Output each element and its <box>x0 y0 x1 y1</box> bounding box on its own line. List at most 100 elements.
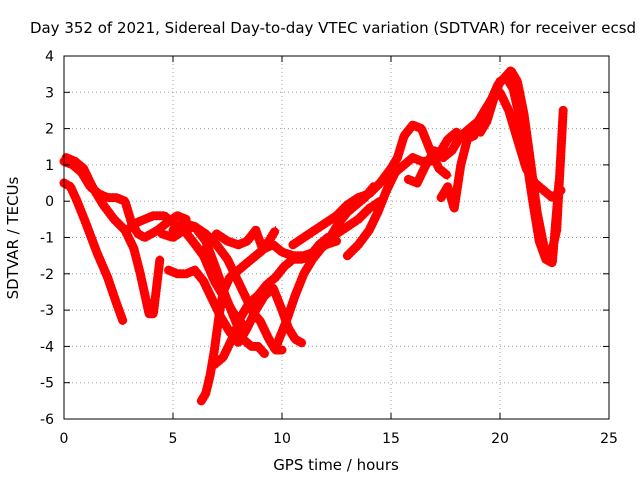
data-point <box>121 197 129 206</box>
data-point <box>210 360 219 369</box>
y-tick-label: -6 <box>40 412 54 428</box>
data-point <box>155 255 164 264</box>
data-point <box>201 244 210 253</box>
data-point <box>456 160 465 169</box>
data-point <box>234 338 243 347</box>
data-point <box>376 179 385 187</box>
data-point <box>112 298 121 307</box>
data-point <box>288 240 297 249</box>
data-point <box>103 273 112 282</box>
data-point <box>147 229 156 238</box>
y-tick-label: -2 <box>40 267 54 283</box>
data-point <box>208 295 217 304</box>
data-point <box>110 215 119 224</box>
data-point <box>103 193 112 202</box>
series-track-n <box>403 66 568 264</box>
data-point <box>160 211 169 220</box>
data-point <box>251 306 260 315</box>
series-track-h <box>196 236 341 406</box>
data-point <box>243 324 252 333</box>
data-point <box>92 248 101 256</box>
y-tick-label: -1 <box>40 231 54 247</box>
grid <box>64 56 609 419</box>
data-point <box>118 317 127 325</box>
data-point <box>140 233 149 242</box>
series-track-l <box>288 120 453 250</box>
data-point <box>515 113 524 122</box>
series-track-f <box>157 222 287 355</box>
data-point <box>373 208 382 217</box>
data-point <box>332 211 341 220</box>
data-point <box>223 255 232 264</box>
data-point <box>251 226 260 235</box>
data-point <box>288 255 297 264</box>
data-point <box>164 266 173 275</box>
data-point <box>400 160 409 169</box>
data-point <box>297 255 306 264</box>
data-point <box>489 95 498 104</box>
data-point <box>299 269 308 278</box>
y-tick-label: 3 <box>45 85 54 101</box>
data-point <box>278 306 286 315</box>
data-point <box>476 128 485 137</box>
data-point <box>223 237 232 246</box>
data-point <box>509 84 518 93</box>
data-point <box>393 153 402 162</box>
data-point <box>188 237 197 246</box>
data-point <box>140 215 149 224</box>
data-point <box>136 269 145 278</box>
y-tick-label: 2 <box>45 122 54 138</box>
data-point <box>149 309 158 318</box>
series-marker-band <box>436 73 564 268</box>
data-point <box>254 342 262 351</box>
data-point <box>206 371 215 380</box>
data-point <box>264 335 273 344</box>
data-point <box>413 179 422 187</box>
data-point <box>430 146 439 155</box>
data-point <box>559 106 568 115</box>
data-point <box>469 124 478 133</box>
data-point <box>291 335 300 344</box>
data-point <box>382 186 391 195</box>
data-point <box>182 269 191 278</box>
data-point <box>214 313 223 322</box>
data-point <box>234 240 243 249</box>
data-point <box>149 211 158 220</box>
data-point <box>539 186 548 195</box>
data-point <box>365 226 374 235</box>
series-track-j <box>201 225 280 253</box>
data-point <box>234 266 243 275</box>
data-point <box>199 251 208 260</box>
data-point <box>522 153 531 162</box>
data-point <box>158 229 167 238</box>
data-point <box>408 153 417 162</box>
series-marker-band <box>273 182 379 348</box>
data-point <box>541 255 550 264</box>
series-track-i <box>209 196 385 370</box>
data-point <box>439 153 448 162</box>
data-point <box>256 317 265 325</box>
data-point <box>354 193 363 202</box>
data-point <box>212 229 221 238</box>
data-point <box>528 197 537 206</box>
data-point <box>112 193 121 202</box>
data-point <box>210 346 219 354</box>
data-point <box>443 171 452 180</box>
data-point <box>227 335 236 344</box>
data-point <box>317 244 326 253</box>
data-point <box>269 284 278 293</box>
data-point <box>321 219 330 227</box>
data-point <box>365 204 374 213</box>
series-marker-band <box>59 178 128 326</box>
data-point <box>258 244 267 253</box>
data-point <box>513 77 522 86</box>
data-point <box>548 258 557 267</box>
data-point <box>201 229 210 238</box>
data-point <box>502 73 511 82</box>
data-point <box>437 193 446 202</box>
data-point <box>243 237 252 246</box>
data-point <box>173 269 182 278</box>
data-point <box>354 215 363 224</box>
data-point <box>417 124 426 133</box>
data-point <box>129 244 138 253</box>
